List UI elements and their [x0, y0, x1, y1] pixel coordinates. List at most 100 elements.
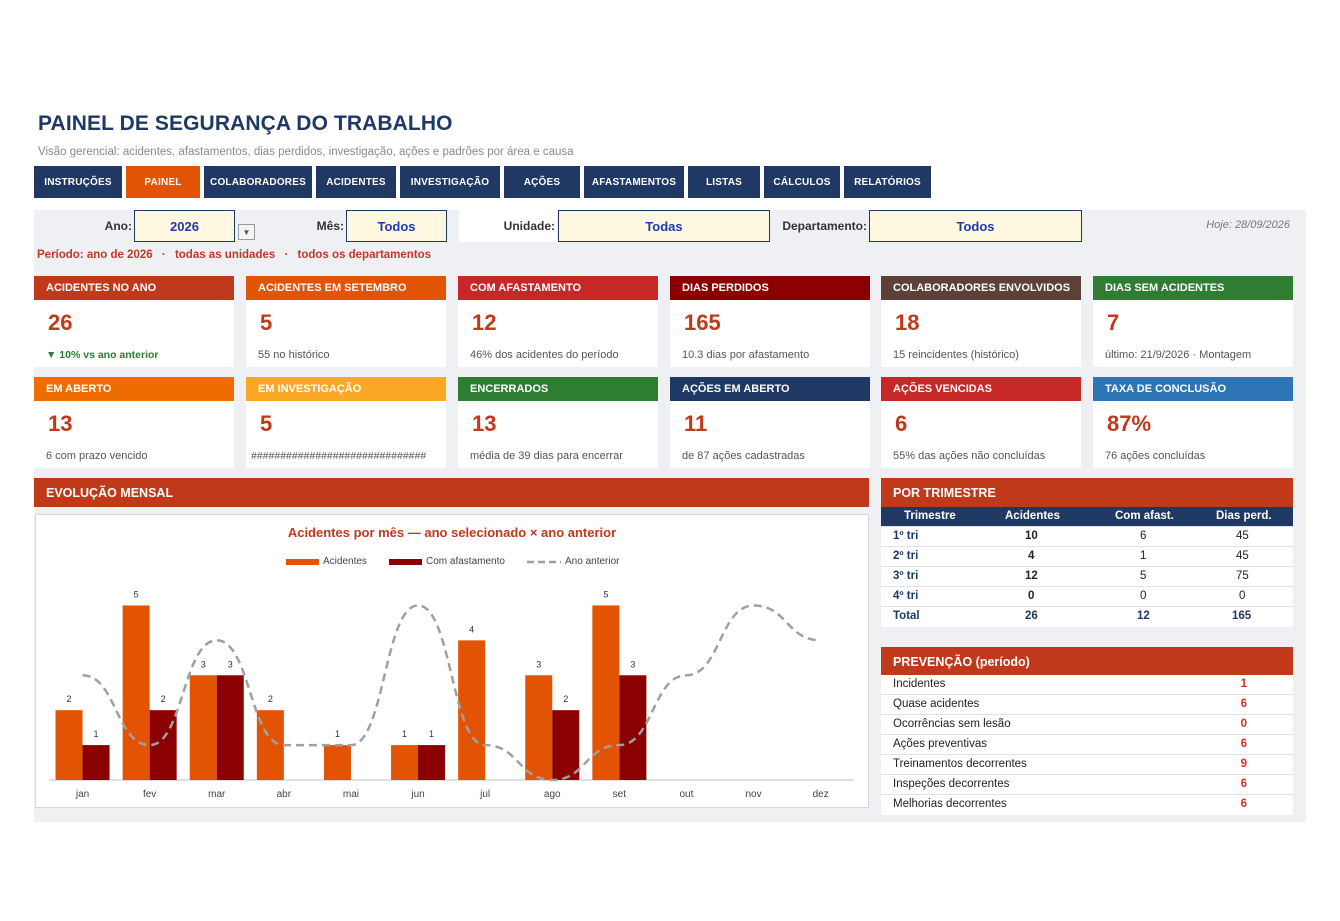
kpi-title: DIAS PERDIDOS — [670, 276, 870, 300]
bar-accidents-jan — [55, 710, 83, 780]
legend-swatch — [527, 560, 561, 563]
chevron-down-icon[interactable]: ▼ — [238, 224, 255, 240]
legend-swatch — [389, 558, 422, 565]
table-cell: 165 — [1232, 610, 1252, 622]
tab-afastamentos[interactable]: AFASTAMENTOS — [584, 166, 684, 198]
tab-instrucoes[interactable]: INSTRUÇÕES — [34, 166, 122, 198]
department-filter-input[interactable]: Todos — [869, 210, 1082, 242]
kpi-card-with-leave: COM AFASTAMENTO 12 46% dos acidentes do … — [458, 276, 658, 367]
kpi-title: DIAS SEM ACIDENTES — [1093, 276, 1293, 300]
data-label: 1 — [429, 729, 434, 739]
kpi-value: 5 — [260, 310, 273, 335]
kpi-title: COM AFASTAMENTO — [458, 276, 658, 300]
kpi-subtext: 10.3 dias por afastamento — [682, 349, 810, 361]
prevention-value: 9 — [1240, 758, 1247, 770]
data-label: 2 — [67, 694, 72, 704]
data-label: 1 — [335, 729, 340, 739]
x-tick-label: dez — [813, 789, 829, 800]
table-cell: 1º tri — [893, 530, 919, 542]
kpi-title: ACIDENTES NO ANO — [34, 276, 234, 300]
bar-accidents-mai — [323, 745, 351, 780]
data-label: 4 — [469, 624, 474, 634]
unit-label-cell — [459, 210, 557, 242]
tab-acidentes[interactable]: ACIDENTES — [316, 166, 396, 198]
kpi-card-closed: ENCERRADOS 13 média de 39 dias para ence… — [458, 377, 658, 468]
bar-with-leave-ago — [552, 710, 580, 780]
table-row: 1º tri 10 6 45 — [881, 527, 1293, 547]
prevention-value: 6 — [1240, 798, 1247, 810]
period-units: todas as unidades — [174, 249, 276, 261]
x-tick-label: jul — [479, 789, 490, 800]
x-tick-label: out — [679, 789, 693, 800]
data-label: 5 — [603, 589, 608, 599]
period-departments: todos os departamentos — [297, 249, 432, 261]
kpi-subtext: ############################## — [251, 450, 427, 462]
prevention-label: Inspeções decorrentes — [893, 778, 1010, 790]
bar-with-leave-jan — [82, 745, 110, 780]
kpi-card-lost-days: DIAS PERDIDOS 165 10.3 dias por afastame… — [670, 276, 870, 367]
table-total-row: Total 26 12 165 — [881, 607, 1293, 627]
kpi-subtext: 55% das ações não concluídas — [893, 450, 1046, 462]
section-header-prevention: PREVENÇÃO (período) — [881, 647, 1293, 676]
section-header-evolution: EVOLUÇÃO MENSAL — [34, 478, 869, 507]
period-separator: · — [161, 249, 166, 261]
monthly-chart: 2 1 jan 5 2 fev 3 3 mar 2 abr 1 mai 1 1 jun 4 jul 3 2 ago 5 3 s… — [49, 589, 855, 800]
table-cell: 2º tri — [893, 550, 919, 562]
x-tick-label: jun — [410, 789, 424, 800]
tab-investigacao[interactable]: INVESTIGAÇÃO — [400, 166, 500, 198]
table-row: 2º tri 4 1 45 — [881, 547, 1293, 567]
prevention-value: 6 — [1240, 738, 1247, 750]
column-header: Trimestre — [904, 510, 956, 522]
prevention-value: 6 — [1240, 778, 1247, 790]
chart-title: Acidentes por mês — ano selecionado × an… — [287, 525, 617, 540]
kpi-value: 5 — [260, 411, 273, 436]
kpi-card-open: EM ABERTO 13 6 com prazo vencido — [34, 377, 234, 468]
table-cell: 4º tri — [893, 590, 919, 602]
kpi-subtext: ▼ 10% vs ano anterior — [46, 349, 159, 361]
period-year: Período: ano de 2026 — [37, 249, 153, 261]
data-label: 3 — [201, 659, 206, 669]
data-label: 3 — [228, 659, 233, 669]
data-label: 5 — [134, 589, 139, 599]
line-previous-year — [82, 604, 821, 782]
tab-listas[interactable]: LISTAS — [688, 166, 760, 198]
bar-with-leave-mar — [216, 675, 244, 780]
list-item: Quase acidentes 6 — [881, 695, 1293, 715]
kpi-subtext: média de 39 dias para encerrar — [470, 450, 623, 462]
prevention-label: Melhorias decorrentes — [893, 798, 1007, 810]
bar-accidents-ago — [525, 675, 553, 780]
page-subtitle: Visão gerencial: acidentes, afastamentos… — [38, 146, 574, 158]
tab-colaboradores[interactable]: COLABORADORES — [204, 166, 312, 198]
kpi-card-employees-involved: COLABORADORES ENVOLVIDOS 18 15 reinciden… — [881, 276, 1081, 367]
unit-filter-input[interactable]: Todas — [558, 210, 770, 242]
tab-acoes[interactable]: AÇÕES — [504, 166, 580, 198]
data-label: 3 — [630, 659, 635, 669]
year-filter-label: Ano: — [104, 219, 132, 233]
legend-swatch — [286, 558, 319, 565]
tab-painel[interactable]: PAINEL — [126, 166, 200, 198]
kpi-subtext: 15 reincidentes (histórico) — [893, 349, 1019, 361]
kpi-card-completion-rate: TAXA DE CONCLUSÃO 87% 76 ações concluída… — [1093, 377, 1293, 468]
kpi-subtext: último: 21/9/2026 · Montagem — [1105, 349, 1252, 361]
kpi-value: 12 — [472, 310, 497, 335]
list-item: Melhorias decorrentes 6 — [881, 795, 1293, 815]
kpi-title: EM INVESTIGAÇÃO — [246, 377, 446, 401]
kpi-value: 13 — [48, 411, 73, 436]
kpi-card-accidents-year: ACIDENTES NO ANO 26 ▼ 10% vs ano anterio… — [34, 276, 234, 367]
month-filter-input[interactable]: Todos — [346, 210, 447, 242]
tab-relatorios[interactable]: RELATÓRIOS — [844, 166, 931, 198]
prevention-value: 6 — [1240, 698, 1247, 710]
kpi-subtext: 76 ações concluídas — [1105, 450, 1206, 462]
table-cell: 26 — [1025, 610, 1038, 622]
list-item: Incidentes 1 — [881, 675, 1293, 695]
kpi-value: 11 — [684, 411, 708, 436]
table-row: 4º tri 0 0 0 — [881, 587, 1293, 607]
table-cell: 10 — [1025, 530, 1038, 542]
table-cell: 12 — [1137, 610, 1150, 622]
prevention-label: Ocorrências sem lesão — [893, 718, 1011, 730]
tab-calculos[interactable]: CÁLCULOS — [764, 166, 840, 198]
kpi-value: 87% — [1107, 411, 1152, 436]
table-cell: 5 — [1140, 570, 1147, 582]
legend-label: Acidentes — [323, 556, 367, 567]
year-filter-input[interactable]: 2026 — [134, 210, 235, 242]
